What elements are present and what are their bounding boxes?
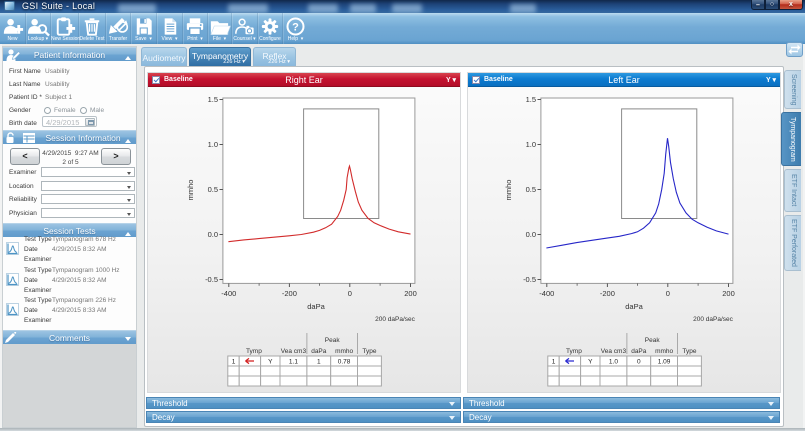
svg-text:-400: -400: [539, 289, 554, 298]
svg-text:200 daPa/sec: 200 daPa/sec: [693, 316, 734, 323]
svg-text:mmho: mmho: [504, 180, 513, 201]
svg-text:0.0: 0.0: [526, 230, 536, 239]
svg-text:-0.5: -0.5: [523, 275, 536, 284]
svg-text:1.1: 1.1: [289, 359, 298, 366]
svg-text:-200: -200: [600, 289, 615, 298]
svg-text:0.0: 0.0: [208, 230, 218, 239]
svg-text:0: 0: [637, 359, 641, 366]
svg-text:200 daPa/sec: 200 daPa/sec: [375, 316, 416, 323]
svg-text:?: ?: [292, 22, 299, 34]
svg-text:200: 200: [722, 289, 735, 298]
svg-text:1: 1: [317, 359, 321, 366]
svg-text:daPa: daPa: [625, 302, 643, 311]
svg-text:1.5: 1.5: [526, 95, 536, 104]
svg-text:daPa: daPa: [307, 302, 325, 311]
svg-text:mmho: mmho: [335, 348, 353, 355]
svg-text:Tymp: Tymp: [246, 348, 262, 355]
svg-text:daPa: daPa: [311, 348, 327, 355]
svg-text:0.78: 0.78: [338, 359, 351, 366]
svg-text:Y: Y: [268, 359, 273, 366]
svg-text:1.5: 1.5: [208, 95, 218, 104]
svg-text:-400: -400: [221, 289, 236, 298]
svg-text:Type: Type: [682, 348, 696, 355]
svg-text:1.0: 1.0: [208, 140, 218, 149]
svg-text:-0.5: -0.5: [205, 275, 218, 284]
svg-text:Peak: Peak: [645, 337, 661, 344]
svg-text:1.0: 1.0: [526, 140, 536, 149]
svg-text:daPa: daPa: [631, 348, 647, 355]
svg-text:200: 200: [404, 289, 417, 298]
svg-text:Vea cm3: Vea cm3: [281, 348, 307, 355]
svg-text:1: 1: [232, 359, 236, 366]
svg-text:mmho: mmho: [186, 180, 195, 201]
svg-text:1.09: 1.09: [658, 359, 671, 366]
svg-text:Type: Type: [362, 348, 376, 355]
svg-text:Y: Y: [588, 359, 593, 366]
svg-text:0: 0: [666, 289, 670, 298]
svg-text:-200: -200: [282, 289, 297, 298]
svg-text:0.5: 0.5: [208, 185, 218, 194]
svg-text:Peak: Peak: [325, 337, 341, 344]
svg-text:mmho: mmho: [655, 348, 673, 355]
svg-text:0: 0: [348, 289, 352, 298]
svg-text:Vea cm3: Vea cm3: [601, 348, 627, 355]
svg-text:Tymp: Tymp: [566, 348, 582, 355]
svg-text:1.0: 1.0: [609, 359, 618, 366]
svg-text:1: 1: [552, 359, 556, 366]
svg-text:0.5: 0.5: [526, 185, 536, 194]
